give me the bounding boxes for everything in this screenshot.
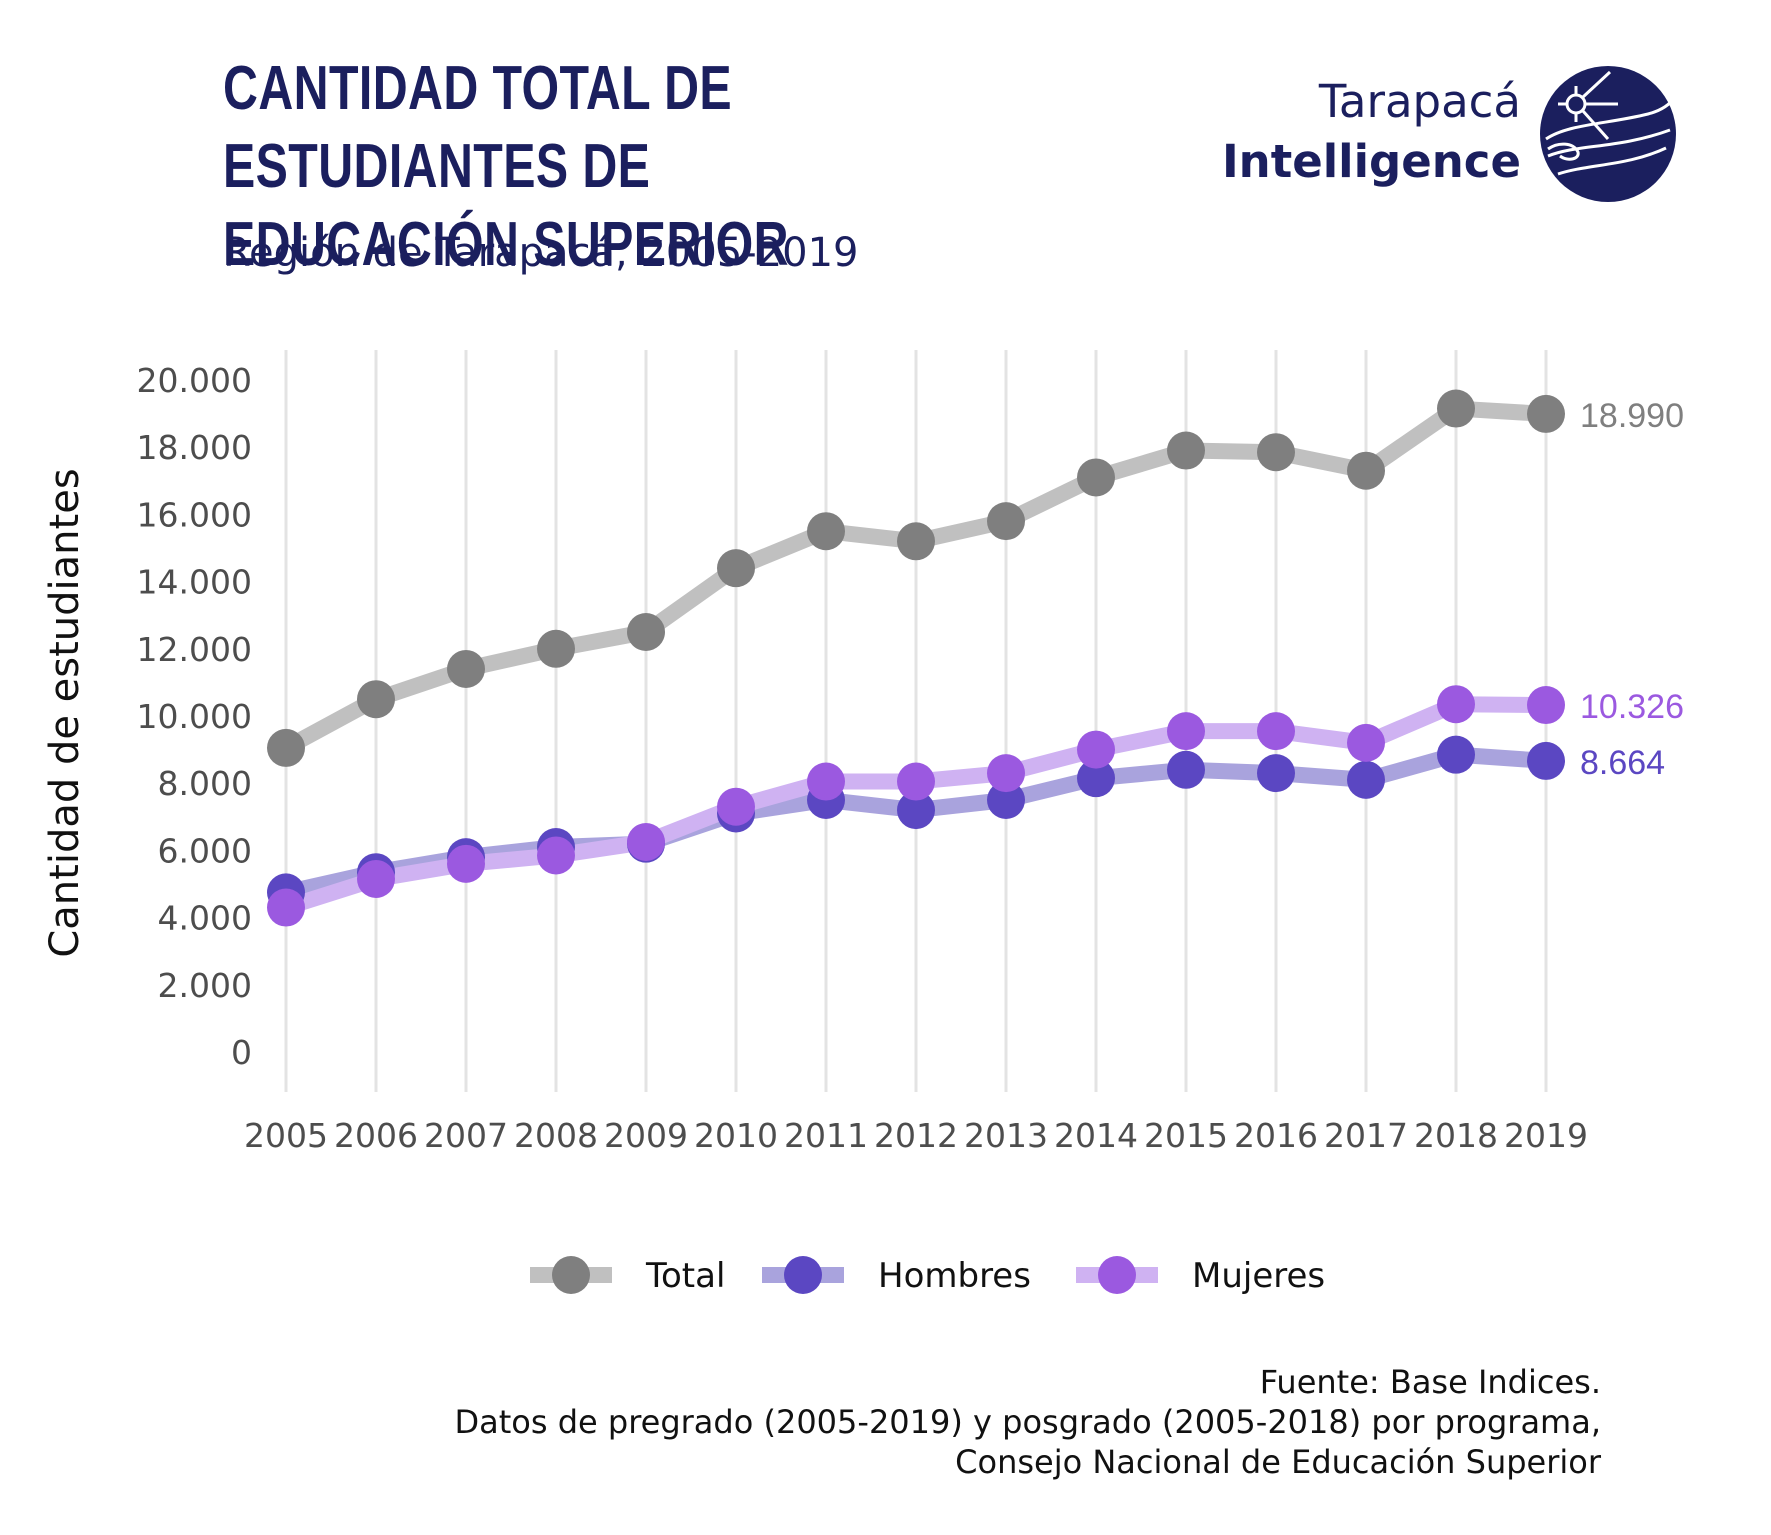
line-chart: 0 2.000 4.000 6.000 8.000 10.000 12.000 14.000 1…	[42, 350, 1684, 1296]
x-tick-label: 2013	[964, 1116, 1048, 1155]
source-line3: Consejo Nacional de Educación Superior	[955, 1443, 1601, 1481]
end-labels: 18.990 8.664 10.326	[1580, 397, 1684, 782]
x-tick-label: 2007	[424, 1116, 508, 1155]
x-tick-label: 2010	[694, 1116, 778, 1155]
x-tick-label: 2006	[334, 1116, 418, 1155]
legend-label: Total	[645, 1256, 725, 1296]
x-tick-label: 2018	[1414, 1116, 1498, 1155]
x-tick-label: 2012	[874, 1116, 958, 1155]
x-tick-label: 2015	[1144, 1116, 1228, 1155]
data-point-hombres	[1347, 760, 1385, 799]
data-point-total	[807, 512, 845, 551]
chart-title-line1: CANTIDAD TOTAL DE ESTUDIANTES DE	[223, 54, 733, 201]
y-tick-label: 2.000	[158, 966, 252, 1005]
x-tick-label: 2014	[1054, 1116, 1138, 1155]
x-axis: 2005 2006 2007 2008 2009 2010 2011 2012 2013 2014…	[244, 1116, 1588, 1155]
source-note: Fuente: Base Indices. Datos de pregrado …	[454, 1362, 1601, 1482]
data-point-total	[1077, 458, 1115, 497]
data-point-total	[1527, 394, 1565, 433]
data-point-hombres	[987, 781, 1025, 819]
data-point-mujeres	[1167, 712, 1205, 751]
data-point-total	[1437, 389, 1475, 428]
data-point-mujeres	[1437, 685, 1475, 724]
globe-logo-icon	[1540, 66, 1676, 202]
y-tick-label: 20.000	[137, 361, 252, 400]
data-point-total	[987, 502, 1025, 541]
x-tick-label: 2017	[1324, 1116, 1408, 1155]
y-tick-label: 18.000	[137, 428, 252, 467]
data-point-hombres	[1077, 759, 1115, 798]
y-tick-label: 4.000	[158, 899, 252, 938]
chart-title: CANTIDAD TOTAL DE ESTUDIANTES DE EDUCACI…	[223, 50, 1003, 284]
data-point-mujeres	[1527, 686, 1565, 725]
data-point-total	[1257, 433, 1295, 472]
data-point-mujeres	[627, 823, 665, 861]
data-point-total	[1167, 431, 1205, 470]
data-point-total	[537, 629, 575, 668]
data-point-total	[627, 613, 665, 651]
x-tick-label: 2008	[514, 1116, 598, 1155]
data-point-total	[717, 549, 755, 588]
data-point-hombres	[897, 791, 935, 830]
source-line1: Fuente: Base Indices.	[1259, 1363, 1601, 1401]
logo-text-line1: Tarapacá	[1318, 75, 1521, 128]
grid-layer	[284, 350, 1548, 1092]
series-points	[267, 389, 1565, 927]
data-point-mujeres	[807, 762, 845, 801]
legend: Total Hombres Mujeres	[530, 1256, 1325, 1296]
data-point-mujeres	[987, 754, 1025, 793]
data-point-mujeres	[897, 762, 935, 801]
x-tick-label: 2011	[784, 1116, 868, 1155]
data-point-hombres	[1167, 750, 1205, 789]
data-point-hombres	[1257, 754, 1295, 793]
data-point-total	[897, 522, 935, 561]
x-tick-label: 2005	[244, 1116, 328, 1155]
data-point-total	[1347, 451, 1385, 490]
chart-title-line2: EDUCACIÓN SUPERIOR	[223, 210, 789, 279]
legend-label: Hombres	[878, 1256, 1031, 1296]
end-label-hombres: 8.664	[1580, 744, 1665, 782]
data-point-mujeres	[537, 836, 575, 875]
y-axis-label: Cantidad de estudiantes	[42, 468, 88, 957]
data-point-mujeres	[717, 787, 755, 826]
chart-subtitle: Región de Tarapacá, 2005-2019	[223, 230, 859, 276]
data-point-mujeres	[1077, 730, 1115, 769]
logo-text-line2: Intelligence	[1221, 135, 1521, 188]
y-tick-label: 14.000	[137, 563, 252, 602]
data-point-total	[447, 649, 485, 688]
data-point-total	[267, 728, 305, 767]
y-tick-label: 8.000	[158, 764, 252, 803]
x-tick-label: 2009	[604, 1116, 688, 1155]
end-label-total: 18.990	[1580, 397, 1684, 435]
data-point-total	[357, 680, 395, 719]
data-point-mujeres	[357, 859, 395, 898]
data-point-mujeres	[447, 844, 485, 883]
y-tick-label: 16.000	[137, 495, 252, 534]
y-tick-label: 0	[231, 1033, 252, 1072]
x-tick-label: 2019	[1504, 1116, 1588, 1155]
data-point-hombres	[1437, 735, 1475, 774]
legend-key-point	[1098, 1256, 1136, 1294]
x-tick-label: 2016	[1234, 1116, 1318, 1155]
source-line2: Datos de pregrado (2005-2019) y posgrado…	[454, 1403, 1601, 1441]
end-label-mujeres: 10.326	[1580, 688, 1684, 726]
y-tick-label: 12.000	[137, 630, 252, 669]
legend-key-point	[784, 1256, 822, 1294]
y-tick-label: 6.000	[158, 831, 252, 870]
y-axis: 0 2.000 4.000 6.000 8.000 10.000 12.000 14.000 1…	[137, 361, 252, 1072]
data-point-mujeres	[1257, 712, 1295, 751]
y-tick-label: 10.000	[137, 697, 252, 736]
data-point-mujeres	[267, 888, 305, 927]
legend-label: Mujeres	[1192, 1256, 1325, 1296]
legend-key-point	[552, 1256, 590, 1294]
data-point-hombres	[1527, 741, 1565, 780]
data-point-mujeres	[1347, 723, 1385, 762]
